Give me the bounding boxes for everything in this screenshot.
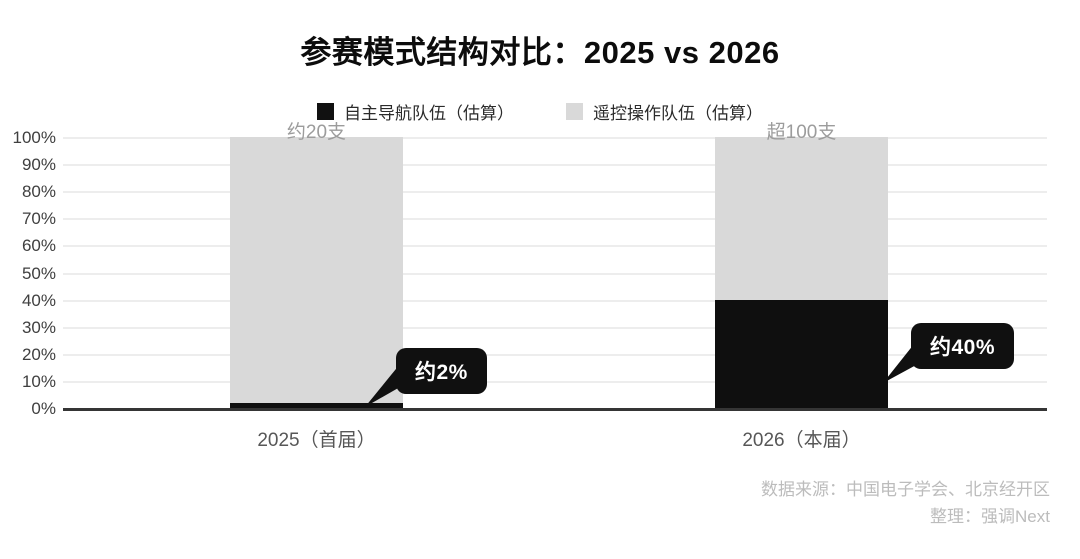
- y-tick-label: 30%: [21, 318, 56, 337]
- y-tick-label: 20%: [21, 345, 56, 364]
- gridline: [63, 164, 1047, 166]
- bar-segment-remote-2025: [230, 137, 403, 403]
- callout-tail-2026: [883, 339, 918, 383]
- bar-total-label-2025: 约20支: [286, 122, 347, 143]
- chart-legend: 自主导航队伍（估算） 遥控操作队伍（估算）: [0, 99, 1080, 124]
- y-tick-label: 100%: [12, 128, 56, 147]
- y-tick-label: 0%: [31, 399, 56, 418]
- bar-segment-remote-2026: [715, 137, 888, 300]
- gridline: [63, 381, 1047, 383]
- legend-item-autonomous: 自主导航队伍（估算）: [317, 99, 514, 124]
- gridline: [63, 218, 1047, 220]
- data-source-note: 数据来源：中国电子学会、北京经开区 整理：强调Next: [761, 476, 1050, 530]
- y-tick-label: 80%: [21, 182, 56, 201]
- legend-label-autonomous: 自主导航队伍（估算）: [344, 104, 514, 123]
- bar-segment-autonomous-2026: [715, 299, 888, 408]
- y-tick-label: 10%: [21, 372, 56, 391]
- source-line: 数据来源：中国电子学会、北京经开区: [761, 480, 1050, 499]
- y-tick-label: 60%: [21, 236, 56, 255]
- gridline: [63, 191, 1047, 193]
- bar-2026: 超100支: [715, 122, 888, 408]
- x-axis-label-2025: 2025（首届）: [257, 430, 376, 451]
- bar-total-label-2026: 超100支: [766, 122, 837, 143]
- y-tick-label: 70%: [21, 209, 56, 228]
- legend-swatch-black: [317, 103, 334, 120]
- legend-label-remote: 遥控操作队伍（估算）: [593, 104, 763, 123]
- y-axis-tick-labels: 100% 90% 80% 70% 60% 50% 40% 30% 20% 10% 0%: [0, 128, 56, 418]
- legend-item-remote: 遥控操作队伍（估算）: [566, 99, 763, 124]
- gridline: [63, 137, 1047, 139]
- callout-value-2025: 约2%: [396, 348, 487, 394]
- y-tick-label: 40%: [21, 291, 56, 310]
- callout-tail-2025: [365, 364, 400, 407]
- plot-area: 约20支 超100支 2025（首届） 2026（本届）: [63, 122, 1047, 451]
- x-axis-line: [63, 408, 1047, 411]
- y-tick-label: 90%: [21, 155, 56, 174]
- bar-segment-autonomous-2025: [230, 402, 403, 408]
- gridline: [63, 327, 1047, 329]
- y-tick-label: 50%: [21, 264, 56, 283]
- bar-2025: 约20支: [230, 122, 403, 408]
- legend-swatch-gray: [566, 103, 583, 120]
- credit-line: 整理：强调Next: [930, 507, 1050, 526]
- gridline: [63, 273, 1047, 275]
- chart-title: 参赛模式结构对比：2025 vs 2026: [300, 35, 780, 70]
- gridline: [63, 300, 1047, 302]
- gridline: [63, 245, 1047, 247]
- gridline: [63, 354, 1047, 356]
- x-axis-label-2026: 2026（本届）: [742, 430, 861, 451]
- callout-value-2026: 约40%: [911, 323, 1015, 369]
